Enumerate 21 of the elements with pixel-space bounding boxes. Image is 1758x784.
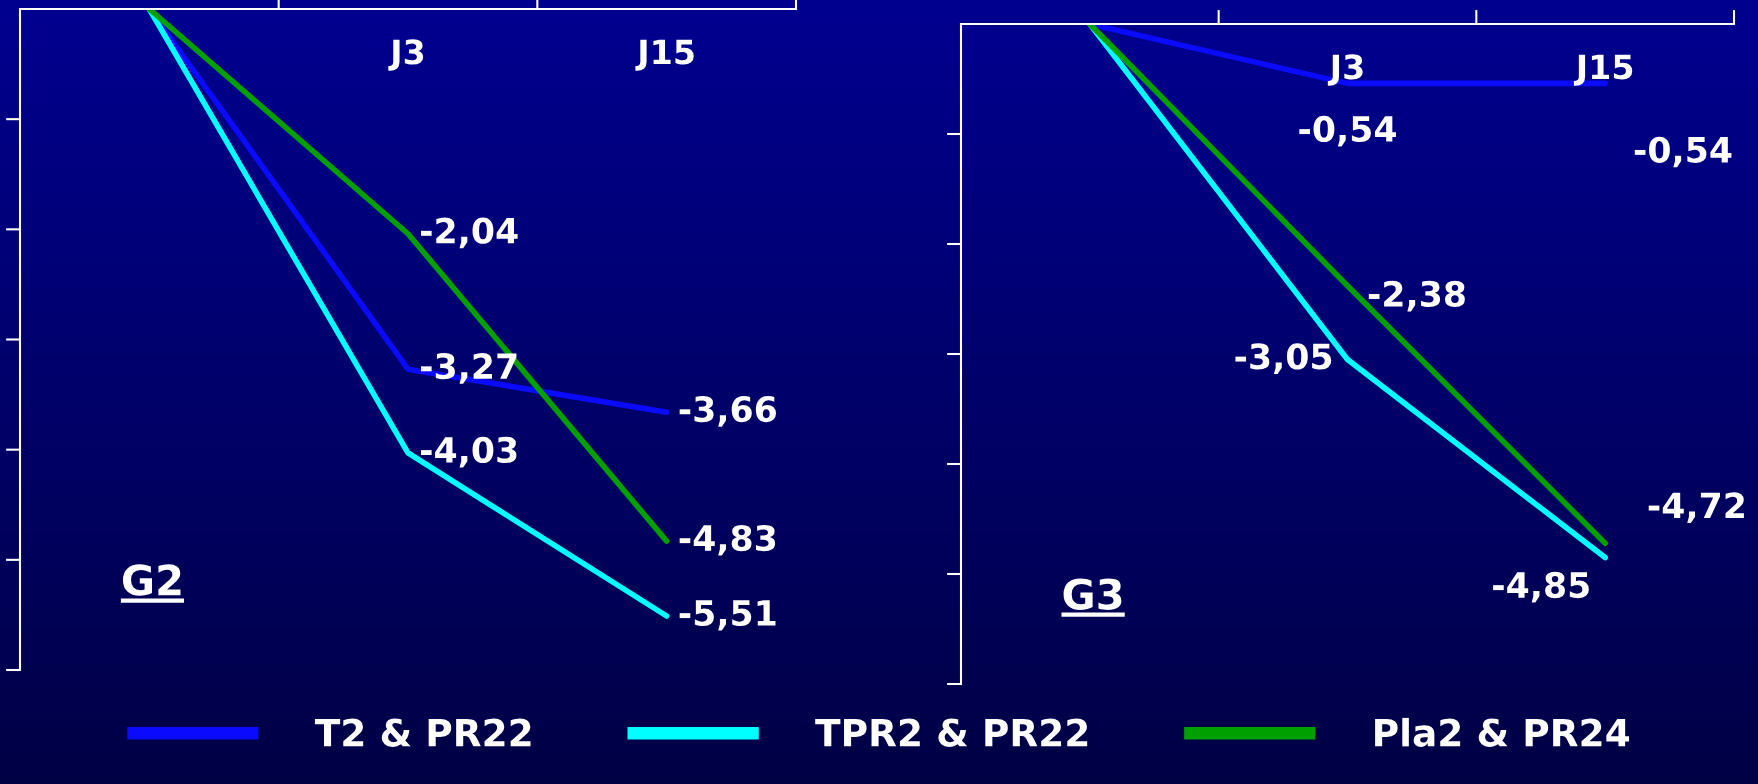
data-label: -0,54 [1634,136,1732,168]
x-tick-label: J15 [1573,54,1633,86]
data-label: -2,38 [1368,280,1465,312]
text: G2 [122,564,181,596]
text: G3 [1063,578,1122,610]
data-label: -4,83 [679,524,776,556]
data-label: -3,05 [1235,343,1332,375]
data-label: -3,66 [679,396,776,427]
x-tick-label: J3 [1327,54,1363,86]
data-label: -4,03 [420,436,517,468]
data-label: -2,04 [420,217,518,249]
data-label: -0,54 [1299,115,1396,147]
x-tick-label: J3 [388,39,424,71]
legend-label: T2 & PR22 [314,718,531,747]
x-tick-label: J15 [635,39,694,71]
data-label: -5,51 [679,600,776,631]
data-label: -3,27 [420,353,517,384]
data-label: -4,72 [1648,492,1744,523]
legend-label: TPR2 & PR22 [815,718,1088,747]
data-label: -4,85 [1493,571,1589,603]
legend-label: Pla2 & PR24 [1375,717,1630,747]
